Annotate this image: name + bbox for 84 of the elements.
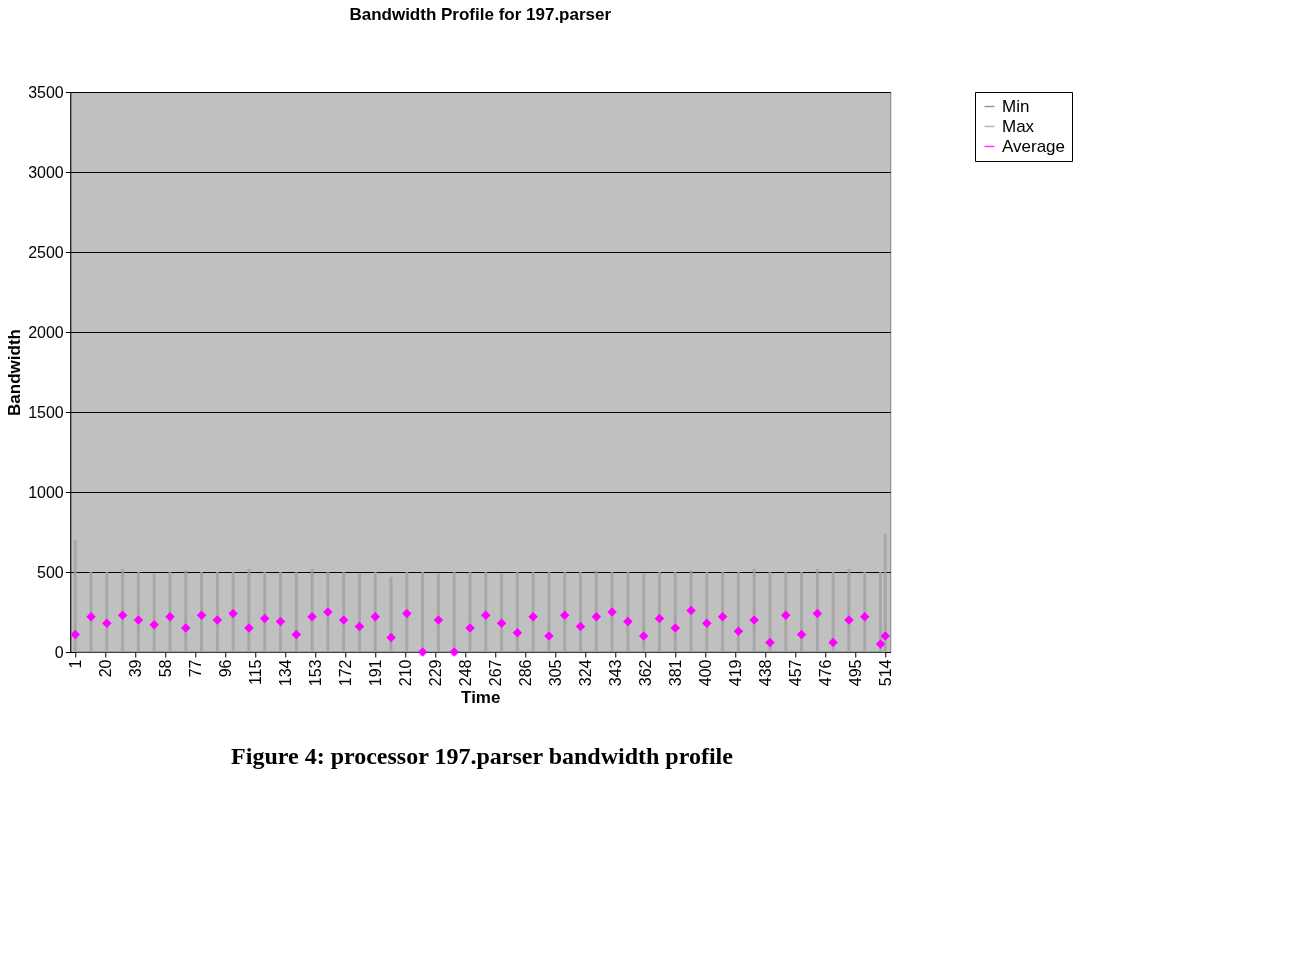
- x-tick-label: 172: [336, 659, 354, 687]
- point: [781, 610, 791, 620]
- point: [528, 612, 538, 622]
- point: [354, 621, 365, 632]
- x-tick-label: 248: [456, 659, 474, 687]
- point: [275, 616, 286, 627]
- x-tick-label: 514: [876, 659, 894, 687]
- x-tick-label: 305: [546, 659, 564, 687]
- x-tick-label: 39: [126, 659, 144, 678]
- x-tick-label: 20: [96, 659, 114, 678]
- chart-title: Bandwidth Profile for 197.parser: [349, 5, 612, 24]
- point: [812, 608, 823, 619]
- y-tick-label: 0: [54, 643, 64, 661]
- point: [654, 613, 665, 624]
- x-tick-label: 229: [426, 659, 444, 687]
- point: [291, 629, 302, 640]
- point: [196, 610, 207, 620]
- point: [875, 639, 886, 649]
- point: [433, 615, 444, 625]
- point: [370, 612, 380, 622]
- point: [496, 618, 507, 628]
- x-axis-title: Time: [461, 688, 501, 708]
- x-tick-label: 267: [486, 659, 504, 687]
- legend-label: Min: [1002, 96, 1030, 116]
- x-tick-label: 419: [726, 659, 744, 687]
- x-tick-label: 115: [246, 659, 264, 686]
- point: [765, 637, 775, 648]
- y-tick-label: 3000: [28, 163, 64, 181]
- y-tick-label: 2500: [28, 243, 64, 261]
- x-tick-label: 324: [576, 659, 594, 687]
- legend-label: Average: [1002, 136, 1066, 156]
- x-tick-label: 191: [366, 659, 384, 687]
- point: [559, 610, 570, 620]
- point: [512, 628, 523, 638]
- y-tick-label: 500: [37, 563, 64, 581]
- point: [133, 615, 144, 625]
- point: [307, 612, 317, 622]
- point: [796, 629, 807, 640]
- x-tick-label: 362: [636, 659, 654, 687]
- x-tick-label: 58: [156, 659, 174, 678]
- bar: [73, 540, 77, 652]
- point: [338, 615, 349, 625]
- point: [70, 629, 80, 640]
- point: [859, 612, 870, 622]
- caption: Figure 4: processor 197.parser bandwidth profile: [231, 743, 734, 769]
- x-tick-label: 476: [816, 659, 834, 687]
- x-tick-label: 77: [186, 659, 204, 678]
- point: [259, 613, 270, 624]
- point: [638, 631, 649, 641]
- x-tick-label: 153: [306, 659, 324, 687]
- x-tick-label: 495: [846, 659, 864, 687]
- y-tick-label: 1500: [28, 403, 64, 421]
- point: [591, 612, 602, 622]
- x-tick-label: 1: [66, 659, 84, 669]
- point: [575, 621, 586, 632]
- point: [102, 618, 112, 628]
- x-tick-label: 96: [216, 659, 234, 678]
- point: [717, 612, 728, 622]
- x-tick-label: 286: [516, 659, 534, 687]
- point: [228, 608, 238, 619]
- point: [623, 616, 633, 627]
- y-tick-label: 3500: [28, 83, 64, 101]
- x-tick-label: 457: [786, 659, 804, 687]
- point: [402, 608, 412, 619]
- point: [686, 605, 696, 616]
- y-tick-label: 2000: [28, 323, 64, 341]
- point: [417, 647, 428, 657]
- x-tick-label: 343: [606, 659, 624, 687]
- x-tick-label: 400: [696, 659, 714, 687]
- x-tick-label: 381: [666, 659, 684, 687]
- point: [386, 632, 396, 643]
- point: [212, 615, 223, 625]
- point: [828, 637, 838, 648]
- point: [481, 610, 491, 620]
- x-tick-label: 210: [396, 659, 414, 687]
- legend-label: Max: [1002, 116, 1035, 136]
- point: [702, 618, 712, 628]
- x-tick-label: 134: [276, 659, 294, 687]
- point: [733, 626, 744, 636]
- point: [117, 610, 128, 620]
- point: [149, 620, 159, 630]
- x-tick-label: 438: [756, 659, 774, 687]
- y-axis-title: Bandwidth: [5, 329, 25, 416]
- y-tick-label: 1000: [28, 483, 64, 501]
